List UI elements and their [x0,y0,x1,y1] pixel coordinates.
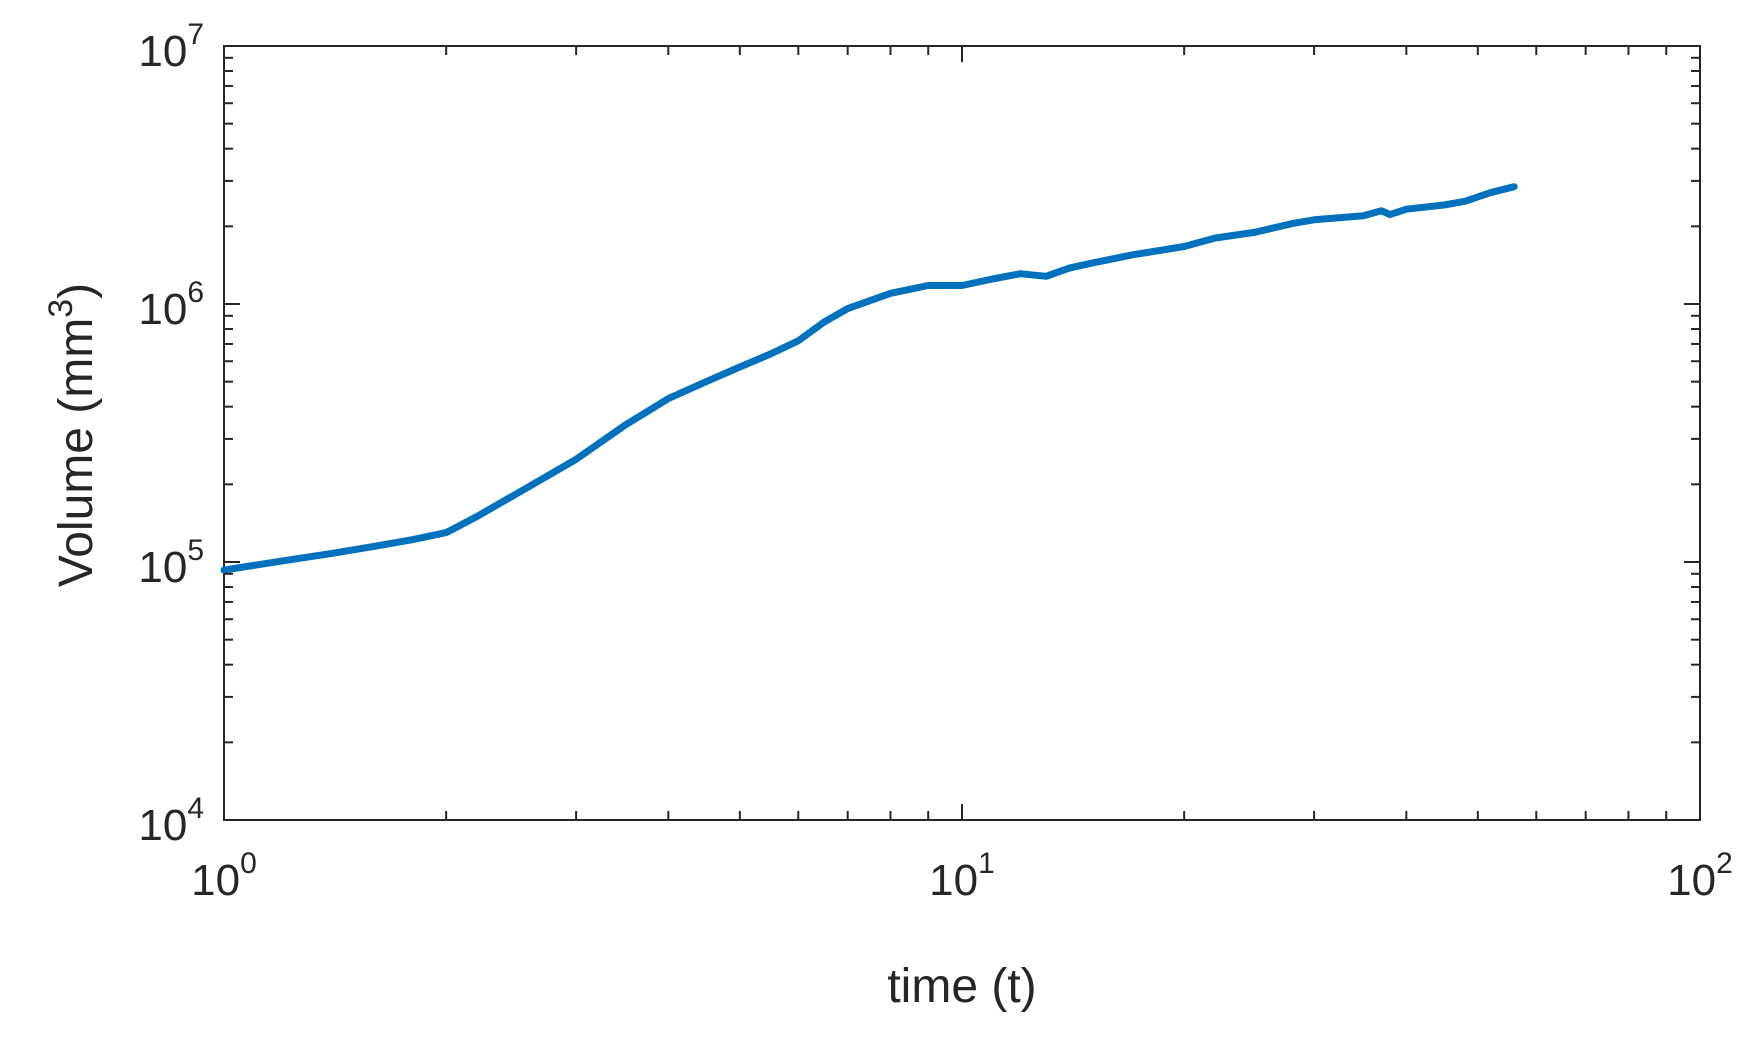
series-line-0 [220,183,1518,574]
x-axis-label: time (t) [887,960,1036,1013]
y-axis-label-closing: ) [50,283,103,299]
y-tick-label: 104 [138,792,204,850]
x-tick-label: 102 [1667,847,1733,905]
x-tick-label: 100 [191,847,257,905]
x-tick-label: 101 [929,847,995,905]
y-tick-label: 107 [138,18,204,76]
y-axis-label: Volume (mm3) [42,283,103,587]
y-axis-label-text: Volume (mm [50,318,103,587]
y-tick-label: 105 [138,534,204,592]
tick-labels: 100 101 102 104 105 106 107 [138,18,1732,905]
axis-ticks [223,45,1701,821]
y-axis-label-superscript: 3 [42,299,80,318]
y-tick-label: 106 [138,276,204,334]
